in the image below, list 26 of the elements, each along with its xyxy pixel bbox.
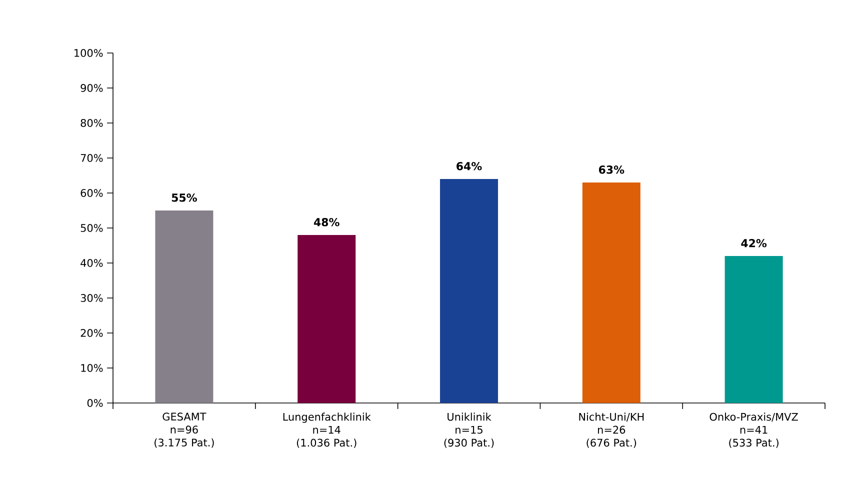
bar (155, 210, 214, 403)
y-tick-label: 60% (80, 189, 103, 197)
y-tick-label: 50% (80, 224, 103, 232)
y-tick-label: 0% (87, 399, 103, 407)
data-label: 48% (314, 218, 340, 226)
y-tick-label: 90% (80, 84, 103, 92)
bar (582, 182, 640, 403)
x-tick-label: Lungenfachklinik n=14 (1.036 Pat.) (283, 412, 371, 448)
data-label: 64% (456, 162, 482, 170)
y-tick-label: 10% (81, 364, 103, 372)
y-tick-label: 70% (80, 154, 103, 162)
x-tick-label: Uniklinik n=15 (930 Pat.) (444, 412, 494, 448)
data-label: 42% (741, 239, 767, 248)
x-tick-label: Nicht-Uni/KH n=26 (676 Pat.) (579, 412, 644, 448)
x-tick-label: GESAMT n=96 (3.175 Pat.) (154, 412, 214, 448)
bar (440, 178, 498, 403)
y-tick-label: 30% (80, 294, 103, 302)
y-tick-label: 20% (80, 329, 103, 337)
x-tick-label: Onko-Praxis/MVZ n=41 (533 Pat.) (710, 412, 798, 448)
bar (724, 256, 783, 403)
y-tick-label: 40% (80, 259, 103, 267)
y-tick-label: 80% (80, 119, 103, 127)
bar (298, 234, 356, 403)
data-label: 55% (172, 194, 197, 202)
y-tick-label: 100% (74, 49, 103, 57)
data-label: 63% (598, 166, 624, 174)
